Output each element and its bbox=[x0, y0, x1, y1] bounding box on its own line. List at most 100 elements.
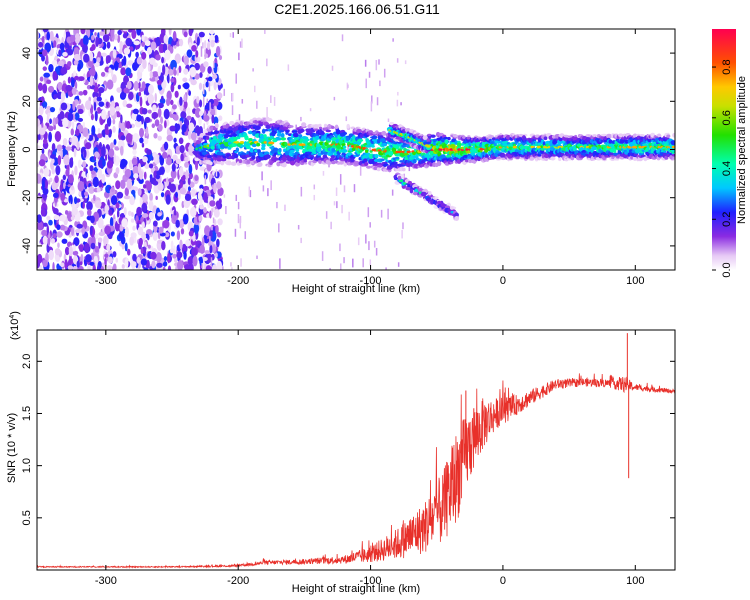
faint-cell bbox=[273, 96, 276, 106]
noise-cell bbox=[175, 145, 181, 155]
noise-cell bbox=[142, 58, 147, 70]
noise-cell bbox=[92, 91, 99, 99]
noise-cell bbox=[218, 79, 222, 84]
noise-cell bbox=[48, 219, 53, 226]
noise-cell bbox=[173, 114, 179, 121]
signal-cell bbox=[308, 154, 314, 158]
noise-cell bbox=[39, 76, 44, 82]
faint-cell bbox=[230, 262, 232, 267]
noise-cell bbox=[162, 64, 166, 76]
noise-cell bbox=[72, 265, 78, 270]
faint-cell bbox=[206, 98, 209, 104]
faint-cell bbox=[375, 247, 378, 256]
noise-cell bbox=[201, 257, 208, 262]
noise-cell bbox=[87, 265, 92, 270]
signal-cell bbox=[267, 128, 272, 132]
faint-cell bbox=[209, 102, 211, 112]
noise-cell bbox=[79, 261, 83, 266]
noise-cell bbox=[155, 54, 161, 61]
noise-cell bbox=[132, 253, 137, 262]
noise-cell bbox=[41, 35, 45, 43]
svg-text:(x104): (x104) bbox=[9, 311, 21, 340]
faint-cell bbox=[231, 105, 234, 116]
faint-cell bbox=[241, 98, 244, 104]
faint-cell bbox=[200, 46, 203, 57]
noise-cell bbox=[116, 191, 124, 199]
signal-cell bbox=[251, 124, 257, 127]
branch-cell bbox=[422, 135, 428, 141]
colorbar-tick-label: 0.6 bbox=[721, 110, 733, 125]
descending-cell bbox=[444, 205, 450, 209]
noise-cell bbox=[107, 265, 113, 270]
noise-cell bbox=[97, 237, 103, 243]
faint-cell bbox=[397, 262, 400, 267]
noise-cell bbox=[123, 47, 131, 55]
noise-cell bbox=[156, 79, 162, 86]
signal-cell bbox=[239, 121, 244, 126]
faint-cell bbox=[220, 144, 223, 155]
faint-cell bbox=[365, 234, 367, 244]
faint-cell bbox=[204, 207, 206, 214]
noise-cell bbox=[169, 99, 174, 106]
signal-cell-core bbox=[512, 145, 518, 149]
signal-cell-core bbox=[438, 148, 443, 151]
noise-cell bbox=[78, 76, 85, 82]
noise-cell bbox=[142, 156, 148, 163]
noise-cell bbox=[47, 180, 51, 185]
spectrogram-y-tick-label: -40 bbox=[21, 238, 33, 254]
noise-cell bbox=[49, 106, 56, 113]
noise-cell bbox=[42, 259, 48, 268]
noise-cell bbox=[92, 176, 99, 188]
noise-cell bbox=[77, 108, 84, 115]
noise-cell bbox=[164, 163, 171, 173]
noise-cell bbox=[70, 157, 74, 162]
noise-cell bbox=[169, 248, 175, 254]
signal-cell bbox=[363, 158, 368, 162]
noise-cell bbox=[176, 251, 183, 259]
noise-cell bbox=[96, 106, 101, 114]
noise-cell bbox=[132, 133, 140, 143]
noise-cell bbox=[133, 173, 139, 179]
noise-cell bbox=[183, 198, 191, 209]
noise-cell bbox=[62, 138, 68, 146]
noise-cell bbox=[64, 210, 69, 215]
noise-cell bbox=[52, 192, 59, 198]
noise-cell bbox=[124, 226, 129, 238]
noise-cell bbox=[53, 40, 57, 48]
faint-cell bbox=[278, 223, 280, 233]
noise-cell bbox=[109, 216, 114, 227]
signal-cell bbox=[657, 133, 662, 138]
noise-cell bbox=[84, 242, 90, 254]
noise-cell bbox=[154, 119, 160, 127]
noise-cell bbox=[75, 128, 80, 137]
noise-cell bbox=[76, 223, 83, 229]
noise-cell bbox=[97, 168, 103, 179]
figure-title: C2E1.2025.166.06.51.G11 bbox=[274, 1, 440, 17]
noise-cell bbox=[116, 208, 120, 219]
noise-cell bbox=[50, 238, 56, 244]
signal-cell bbox=[670, 140, 675, 146]
noise-cell bbox=[59, 42, 65, 51]
signal-cell bbox=[383, 163, 389, 166]
noise-cell bbox=[147, 244, 151, 249]
noise-cell bbox=[125, 67, 132, 77]
noise-cell bbox=[104, 128, 110, 136]
signal-cell bbox=[217, 151, 224, 156]
noise-cell bbox=[198, 126, 203, 136]
noise-cell bbox=[120, 121, 126, 132]
faint-cell bbox=[321, 251, 324, 261]
noise-cell bbox=[72, 244, 76, 252]
noise-cell bbox=[183, 31, 188, 38]
faint-cell bbox=[262, 185, 265, 192]
faint-cell bbox=[215, 169, 218, 177]
signal-cell bbox=[235, 147, 240, 153]
faint-cell bbox=[380, 209, 383, 218]
noise-cell bbox=[113, 139, 117, 146]
noise-cell bbox=[189, 181, 195, 188]
noise-cell bbox=[51, 142, 56, 152]
noise-cell bbox=[198, 82, 203, 91]
noise-cell bbox=[188, 122, 195, 133]
noise-cell bbox=[48, 152, 52, 160]
noise-cell bbox=[174, 53, 181, 64]
branch-cell bbox=[389, 121, 395, 126]
